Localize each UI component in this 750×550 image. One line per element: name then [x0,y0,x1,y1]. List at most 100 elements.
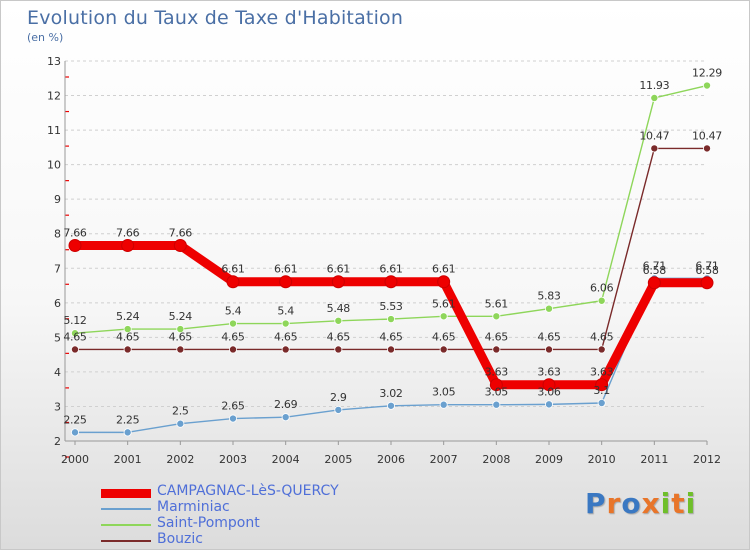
data-point [121,238,135,252]
y-tick-label: 9 [54,193,61,206]
data-label: 3.63 [590,366,614,379]
data-point [545,345,554,354]
legend-swatch [101,524,151,526]
data-label: 3.63 [537,366,561,379]
data-point [281,345,290,354]
data-label: 6.71 [695,259,718,272]
data-label: 2.25 [116,413,140,426]
data-point [281,319,290,328]
data-label: 6.61 [274,263,297,276]
legend-swatch [101,488,151,498]
brand-logo: Proxiti [585,487,696,520]
data-point [71,345,80,354]
data-point [492,400,501,409]
data-label: 4.65 [169,330,193,343]
data-label: 10.47 [639,129,669,142]
data-point [545,400,554,409]
data-label: 6.58 [695,264,719,277]
data-point [597,345,606,354]
data-label: 12.29 [692,67,722,80]
data-point [334,316,343,325]
x-tick-label: 2008 [482,453,510,466]
data-label: 4.65 [221,330,245,343]
data-label: 2.5 [172,405,189,418]
data-point [123,345,132,354]
x-tick-label: 2011 [640,453,668,466]
data-point [123,428,132,437]
x-tick-label: 2003 [219,453,247,466]
data-label: 3.63 [485,366,509,379]
data-label: 4.65 [485,330,509,343]
data-point [595,378,609,392]
data-label: 7.66 [116,226,140,239]
data-point [228,345,237,354]
x-tick-label: 2009 [535,453,563,466]
x-tick-label: 2007 [430,453,458,466]
data-label: 5.53 [379,300,403,313]
data-label: 6.58 [643,264,667,277]
data-label: 4.65 [327,330,351,343]
data-point [386,315,395,324]
data-point [334,405,343,414]
x-tick-label: 2004 [272,453,300,466]
data-label: 4.65 [590,330,614,343]
data-point [492,312,501,321]
data-label: 7.66 [169,226,193,239]
legend-swatch [101,540,151,542]
legend-label: Marminiac [157,499,230,515]
data-label: 6.61 [379,263,402,276]
data-point [489,378,503,392]
series-line [74,84,708,334]
data-point [439,312,448,321]
legend-label: CAMPAGNAC-LèS-QUERCY [157,483,339,499]
data-label: 5.61 [432,297,455,310]
brand-letter: t [671,487,686,520]
data-point [647,276,661,290]
data-label: 10.47 [692,129,722,142]
data-point [492,345,501,354]
legend-label: Bouzic [157,531,203,547]
y-tick-label: 5 [54,331,61,344]
y-tick-label: 3 [54,400,61,413]
data-label: 6.06 [590,282,614,295]
data-point [384,275,398,289]
x-tick-label: 2001 [114,453,142,466]
data-point [71,428,80,437]
data-point [228,319,237,328]
data-label: 5.4 [225,305,242,318]
brand-letter: o [621,487,642,520]
data-point [228,414,237,423]
data-label: 4.65 [274,330,298,343]
data-point [176,419,185,428]
data-label: 3.05 [485,386,509,399]
data-label: 5.83 [537,290,561,303]
chart-subtitle: (en %) [27,31,64,44]
data-label: 2.25 [63,413,87,426]
data-label: 4.65 [116,330,140,343]
data-label: 5.4 [277,305,294,318]
data-point [650,93,659,102]
data-point [542,378,556,392]
data-label: 6.61 [221,263,244,276]
y-tick-label: 10 [47,159,61,172]
data-label: 4.65 [63,330,87,343]
data-label: 3.1 [593,384,610,397]
data-label: 2.9 [330,391,347,404]
data-point [439,345,448,354]
data-label: 4.65 [432,330,456,343]
data-point [68,238,82,252]
data-label: 5.48 [327,302,351,315]
x-tick-label: 2010 [588,453,616,466]
data-point [173,238,187,252]
data-label: 4.65 [537,330,561,343]
data-label: 4.65 [379,330,403,343]
legend-swatch [101,508,151,510]
brand-letter: P [585,487,607,520]
data-label: 2.65 [221,400,245,413]
data-label: 6.61 [432,263,455,276]
data-label: 5.61 [485,297,508,310]
chart-title: Evolution du Taux de Taxe d'Habitation [27,7,404,29]
data-point [386,401,395,410]
